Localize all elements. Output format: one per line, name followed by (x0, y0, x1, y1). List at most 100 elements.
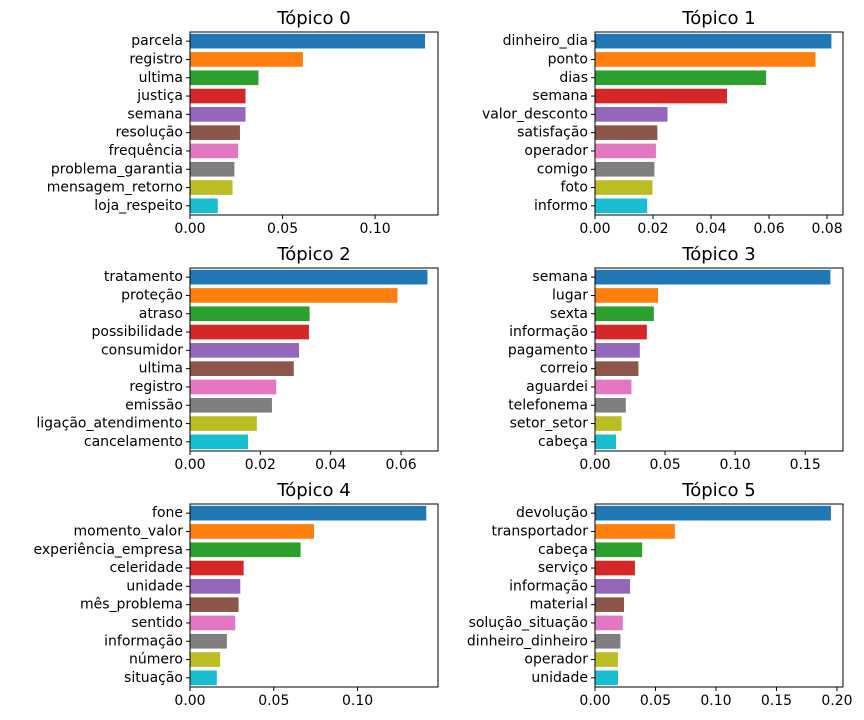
topic-2-bar-5 (190, 361, 294, 376)
topic-3-bar-5 (595, 361, 639, 376)
topic-5-axes-frame (594, 503, 844, 688)
topic-0-category-label-0: parcela (131, 33, 183, 49)
topic-2-bar-3 (190, 324, 309, 340)
topic-3-category-label-7: telefonema (508, 397, 588, 413)
topic-1-xtick-label-3: 0.06 (753, 221, 784, 237)
topic-2-bar-7 (190, 397, 272, 413)
topic-3-category-label-1: lugar (552, 287, 588, 303)
topic-1-bar-6 (595, 143, 656, 159)
topic-0-bar-0 (190, 33, 426, 49)
topic-1-category-label-4: valor_desconto (482, 106, 588, 122)
topic-4-category-label-7: informação (104, 633, 183, 649)
topic-2-bar-4 (190, 343, 300, 358)
topic-4-bar-2 (190, 542, 301, 558)
topic-4-axes-frame (189, 503, 439, 688)
topic-4-bar-6 (190, 615, 236, 631)
topic-1-category-label-0: dinheiro_dia (503, 33, 588, 49)
topic-3-title: Tópico 3 (681, 244, 755, 265)
topic-0-category-label-7: problema_garantia (51, 161, 183, 177)
topic-4-category-label-9: situação (124, 670, 183, 686)
topic-1-bar-1 (595, 52, 816, 67)
topic-0-xtick-label-0: 0.00 (174, 221, 205, 237)
topic-1-category-label-8: foto (560, 180, 588, 196)
topic-2-category-label-4: consumidor (101, 342, 183, 358)
topic-0-category-label-5: resolução (115, 125, 183, 141)
topic-3-bar-6 (595, 379, 632, 395)
topic-0-bar-1 (190, 52, 303, 67)
topic-3-category-label-0: semana (532, 269, 588, 285)
topic-1-category-label-6: operador (524, 143, 588, 159)
topic-1-axes-frame (594, 31, 844, 216)
topic-4-bar-0 (190, 505, 427, 521)
topic-2-category-label-1: proteção (121, 287, 183, 303)
topic-5-category-label-7: dinheiro_dinheiro (467, 633, 588, 649)
topic-5-category-label-9: unidade (531, 670, 588, 686)
topic-4-category-label-3: celeridade (110, 560, 183, 576)
topic-4-bar-1 (190, 524, 314, 539)
topic-2-title: Tópico 2 (276, 244, 350, 265)
topic-3-bar-0 (595, 269, 831, 285)
topic-1-bar-3 (595, 88, 727, 104)
topic-4-bar-7 (190, 633, 227, 649)
topic-5-bar-5 (595, 597, 625, 612)
topic-3-bar-8 (595, 416, 622, 431)
topic-3-bar-9 (595, 434, 617, 450)
topic-2-category-label-2: atraso (139, 306, 183, 322)
topic-2-category-label-0: tratamento (104, 269, 183, 285)
topic-1-category-label-9: informo (534, 198, 588, 214)
topic-5-category-label-1: transportador (492, 523, 589, 539)
topic-2-category-label-7: emissão (125, 397, 183, 413)
topic-2-category-label-6: registro (129, 379, 183, 395)
topic-0-bar-6 (190, 143, 239, 159)
topic-0-xtick-label-2: 0.10 (359, 221, 390, 237)
topic-4-category-label-6: sentido (131, 615, 183, 631)
topic-2-bar-1 (190, 288, 398, 303)
topic-1-category-label-3: semana (532, 88, 588, 104)
topic-1-bar-2 (595, 70, 767, 86)
topic-1-title: Tópico 1 (681, 8, 755, 29)
topic-5-category-label-5: material (530, 597, 588, 613)
topic-4-category-label-5: mês_problema (80, 597, 183, 613)
topic-0-category-label-1: registro (129, 51, 183, 67)
topic-2-category-label-8: ligação_atendimento (36, 416, 183, 432)
topic-1-category-label-2: dias (559, 70, 588, 86)
topic-4-category-label-4: unidade (126, 578, 183, 594)
topic-2-bar-9 (190, 434, 249, 450)
topic-0-title: Tópico 0 (276, 8, 350, 29)
topic-0-bar-5 (190, 125, 240, 140)
topic-0-bar-8 (190, 180, 233, 195)
topic-5-bar-0 (595, 505, 831, 521)
topic-3-xtick-label-0: 0.00 (579, 457, 610, 473)
topic-2-bar-0 (190, 269, 428, 285)
topic-5-category-label-0: devolução (516, 505, 588, 521)
topic-1-category-label-1: ponto (548, 51, 588, 67)
topic-1-bar-0 (595, 33, 832, 49)
topic-4-bar-5 (190, 597, 239, 612)
topic-5-panel: Tópico 5 devolução transportador cabeça serv… (467, 480, 853, 709)
topic-0-category-label-2: ultima (139, 70, 183, 86)
topic-1-category-label-7: comigo (537, 161, 588, 177)
topic-3-category-label-2: sexta (550, 306, 588, 322)
topic-0-category-label-9: loja_respeito (94, 198, 183, 214)
topic-0-category-label-8: mensagem_retorno (47, 180, 183, 196)
topic-0-panel: Tópico 0 parcela registro ultima justiça sema… (47, 8, 439, 237)
topic-0-bar-7 (190, 161, 235, 177)
topic-5-bar-6 (595, 615, 623, 631)
topic-3-category-label-3: informação (509, 324, 588, 340)
topic-3-category-label-5: correio (540, 361, 588, 377)
topic-2-axes-frame (189, 267, 439, 452)
topic-2-xtick-label-1: 0.02 (245, 457, 276, 473)
topic-0-bar-9 (190, 198, 218, 214)
topic-2-xtick-label-3: 0.06 (385, 457, 416, 473)
topic-0-category-label-4: semana (127, 106, 183, 122)
topic-5-bar-8 (595, 652, 618, 667)
topic-5-bar-3 (595, 560, 635, 576)
topic-3-bar-2 (595, 306, 654, 322)
topic-4-title: Tópico 4 (276, 480, 350, 501)
topic-5-xtick-label-3: 0.15 (761, 693, 792, 709)
topic-0-category-label-3: justiça (136, 88, 183, 104)
topic-3-category-label-8: setor_setor (510, 416, 589, 432)
topic-5-bar-7 (595, 633, 621, 649)
